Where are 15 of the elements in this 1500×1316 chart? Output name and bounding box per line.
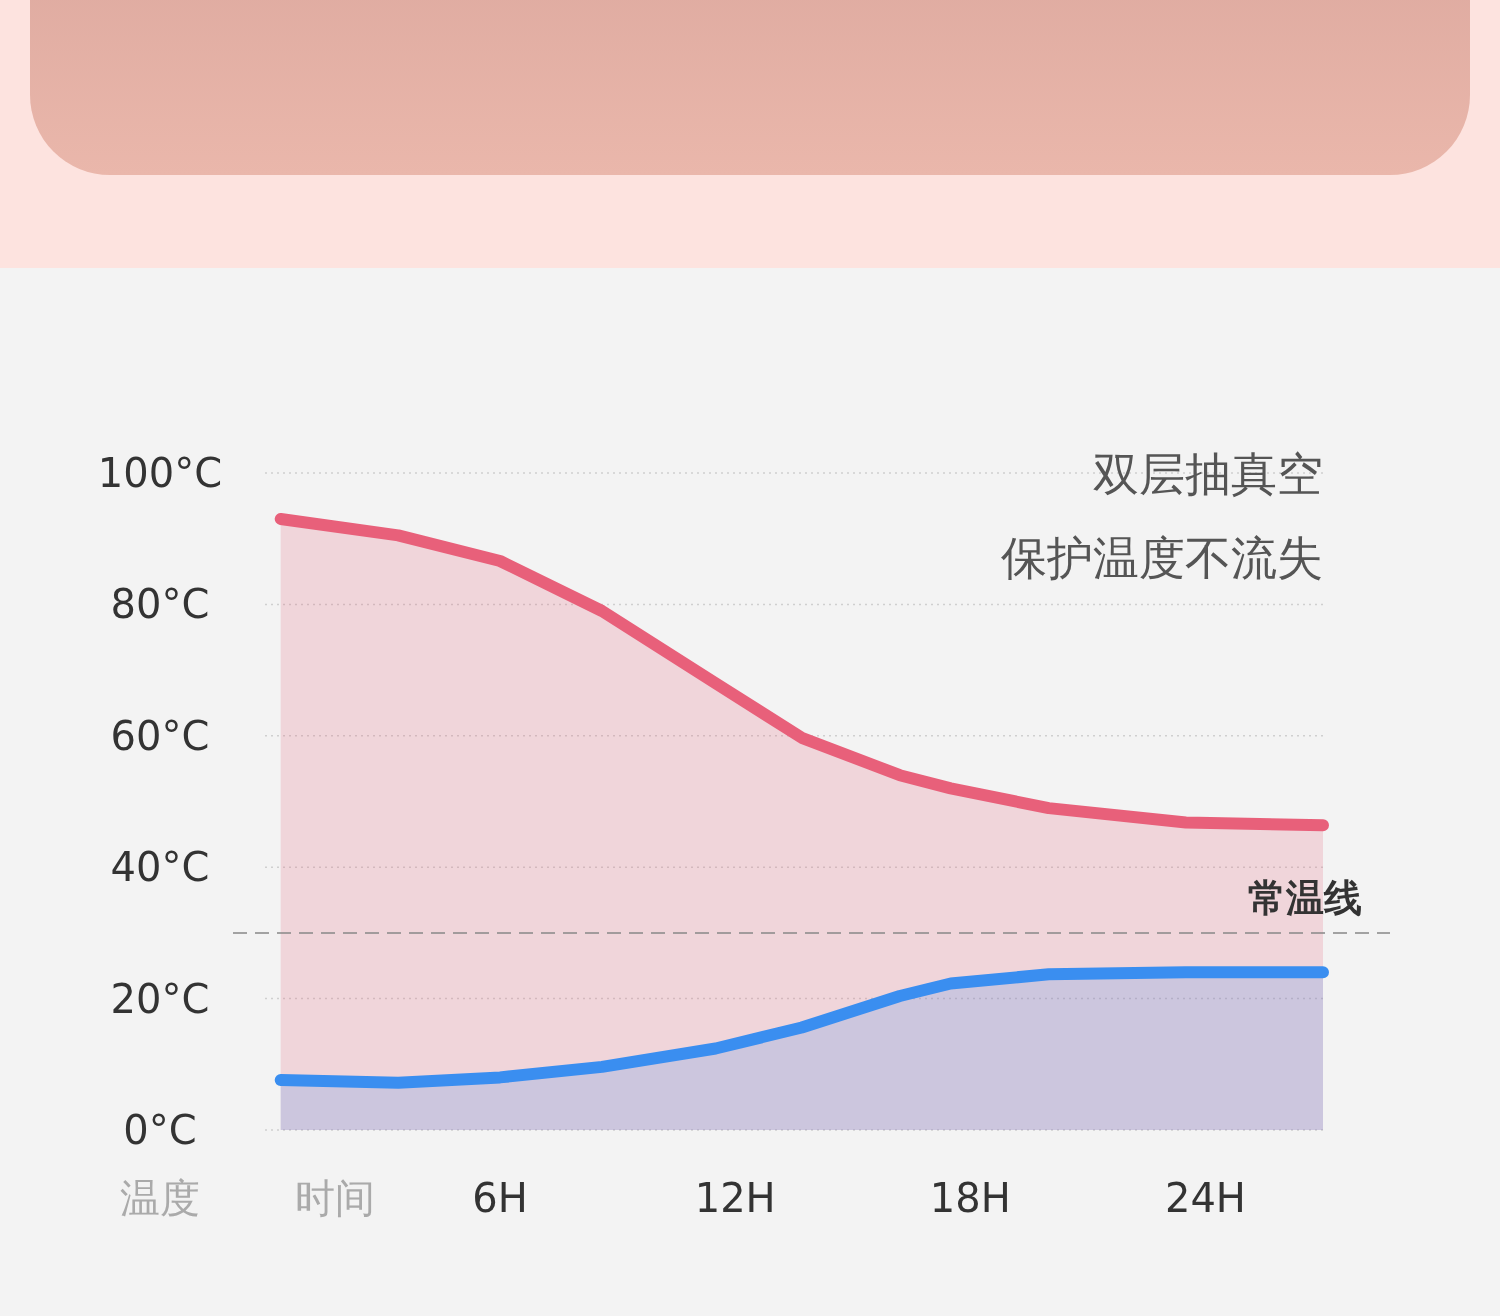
y-tick-label: 40°C xyxy=(110,844,210,891)
ref-line-label: 常温线 xyxy=(1248,875,1362,920)
x-tick-label: 6H xyxy=(472,1175,528,1221)
y-tick-label: 60°C xyxy=(110,712,210,759)
y-tick-label: 100°C xyxy=(97,450,223,496)
x-tick-label: 24H xyxy=(1164,1175,1246,1221)
y-tick-label: 80°C xyxy=(110,581,210,628)
y-tick-label: 20°C xyxy=(110,975,210,1022)
x-axis-title: 时间 xyxy=(295,1175,375,1221)
x-tick-label: 18H xyxy=(929,1175,1011,1221)
text: 保护温度不流失 xyxy=(1001,531,1323,585)
y-tick-label: 0°C xyxy=(123,1107,197,1153)
chart-title: 双层抽真空 xyxy=(1093,447,1323,501)
x-tick-label: 12H xyxy=(694,1175,776,1221)
y-axis-title: 温度 xyxy=(120,1175,200,1221)
